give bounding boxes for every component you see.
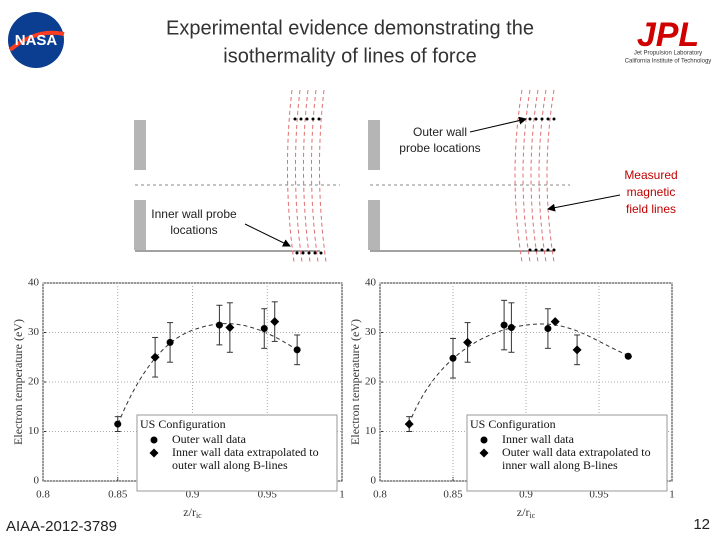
title: isothermality of lines of force [223,45,476,67]
legend-title: US Configuration [470,417,556,431]
x-tick-label: 0.9 [519,489,533,501]
x-axis-label: z/ric [517,505,536,520]
x-tick-label: 0.85 [108,489,128,501]
legend-marker [149,448,159,458]
x-tick-label: 0.85 [443,489,463,501]
x-tick-label: 1 [339,489,345,501]
nasa-logo: NASA [8,12,65,68]
legend-label: Inner wall data extrapolated to [172,445,319,459]
y-axis-label: Electron temperature (eV) [348,319,362,445]
legend-label: Outer wall data [172,432,247,446]
point [225,323,235,333]
title: Experimental evidence demonstrating the [166,17,534,39]
nasa-text: NASA [15,32,58,49]
y-tick-label: 30 [365,326,377,338]
point [500,321,508,329]
fit-curve [408,323,633,425]
legend-title: US Configuration [140,417,226,431]
annotation: magnetic [627,185,676,199]
x-axis-label-main: z/r [517,505,530,519]
legend [466,414,668,492]
x-tick-label: 0.95 [589,489,609,501]
footer: AIAA-2012-3789 [6,518,117,535]
point [166,338,174,346]
annotation: Outer wall [413,125,467,139]
jpl-logo: JPL [637,16,699,54]
y-tick-label: 10 [365,425,377,437]
point [404,419,414,429]
y-tick-label: 20 [28,376,40,388]
y-tick-label: 20 [365,376,377,388]
point [215,321,223,329]
y-tick-label: 40 [28,277,40,289]
point [572,345,582,355]
annotation: Measured [624,168,677,182]
schematic [134,89,621,263]
annotation: field lines [626,202,676,216]
point [550,317,560,327]
point [260,325,268,333]
legend-label: inner wall along B-lines [502,458,618,472]
point [114,420,122,428]
page-number: 12 [693,516,710,533]
legend-label: Outer wall data extrapolated to [502,445,651,459]
x-axis-label-main: z/r [183,505,196,519]
legend-label: outer wall along B-lines [172,458,288,472]
y-tick-label: 0 [34,475,40,487]
jpl-line: Jet Propulsion Laboratory [634,51,702,57]
x-axis-label-sub: ic [196,511,202,520]
x-tick-label: 0.95 [258,489,278,501]
legend-label: Inner wall data [502,432,575,446]
x-axis-label: z/ric [183,505,202,520]
point [624,352,632,360]
y-tick-label: 30 [28,326,40,338]
annotation: Inner wall probe [151,207,237,221]
x-tick-label: 0.8 [36,489,50,501]
point [463,337,473,347]
legend-marker [480,436,488,444]
x-axis-label-sub: ic [529,511,535,520]
point [150,352,160,362]
legend-marker [479,448,489,458]
jpl-line: California Institute of Technology [625,59,712,65]
x-tick-label: 1 [669,489,675,501]
annotation: locations [170,223,217,237]
point [544,325,552,333]
x-tick-label: 0.9 [186,489,200,501]
legend-marker [150,436,158,444]
point [293,346,301,354]
annotation: probe locations [399,141,480,155]
y-tick-label: 10 [28,425,40,437]
x-tick-label: 0.8 [373,489,387,501]
fit-curve [117,323,301,425]
y-tick-label: 40 [365,277,377,289]
point [270,317,280,327]
legend [136,414,338,492]
point [507,324,515,332]
y-tick-label: 0 [371,475,377,487]
point [449,354,457,362]
y-axis-label: Electron temperature (eV) [11,319,25,445]
